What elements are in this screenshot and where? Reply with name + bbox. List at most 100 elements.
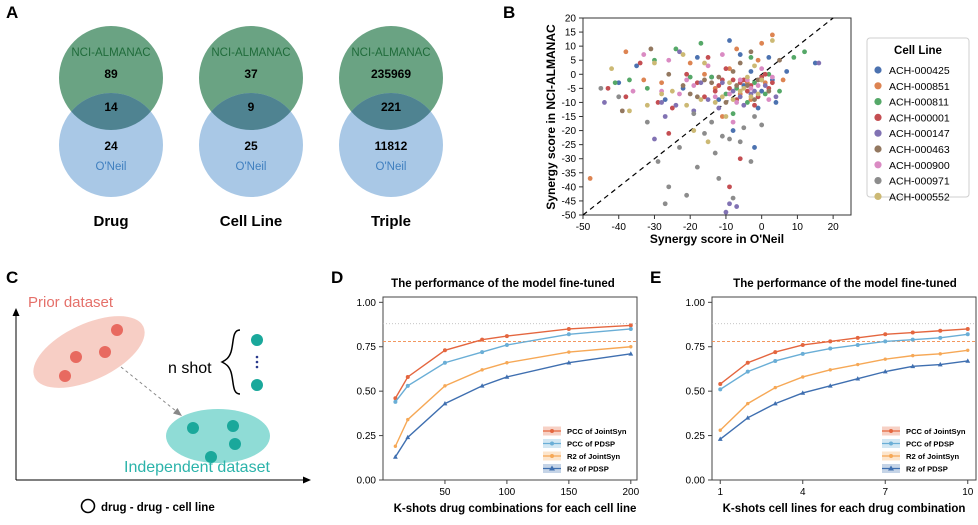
scatter-point <box>727 184 732 190</box>
scatter-point <box>605 85 611 91</box>
venn-top-only-count: 37 <box>244 67 258 81</box>
legend-marker <box>874 145 882 153</box>
venn-top-label: NCI-ALMANAC <box>71 47 150 59</box>
legend-marker <box>889 441 893 446</box>
x-tick-label: 4 <box>800 487 806 498</box>
x-tick-label: 10 <box>792 222 804 233</box>
scatter-point <box>716 97 722 103</box>
scatter-point <box>730 88 736 94</box>
scatter-point <box>748 94 754 100</box>
y-tick-label: 0.75 <box>686 342 706 353</box>
scatter-point <box>737 60 743 66</box>
scatter-point <box>694 55 700 60</box>
series-marker <box>911 353 915 358</box>
scatter-point <box>637 60 643 66</box>
legend-marker <box>550 454 554 458</box>
scatter-point <box>755 77 761 83</box>
legend-marker <box>874 113 882 121</box>
scatter-point <box>673 102 679 108</box>
scatter-point <box>769 38 775 43</box>
scatter-point <box>691 128 697 133</box>
legend-entry-label: ACH-000147 <box>889 128 950 140</box>
scatter-point <box>677 49 682 55</box>
y-tick-label: 0.25 <box>686 431 706 442</box>
scatter-point <box>752 88 757 94</box>
legend-marker <box>874 177 882 185</box>
scatter-point <box>702 130 707 136</box>
x-tick-label: 10 <box>962 487 974 498</box>
scatter-point <box>712 88 718 94</box>
scatter-point <box>727 136 732 142</box>
scatter-point <box>677 91 682 97</box>
scatter-y-axis-label: Synergy score in NCI-ALMANAC <box>544 24 558 210</box>
y-tick-label: 0.00 <box>357 476 377 487</box>
scatter-point <box>727 201 732 207</box>
series-marker <box>393 396 398 401</box>
legend-marker <box>874 192 882 200</box>
series-marker <box>406 417 410 422</box>
scatter-point <box>734 46 740 52</box>
scatter-point <box>744 83 750 88</box>
scatter-point <box>723 66 729 72</box>
schematic-y-arrowhead <box>12 308 20 316</box>
venn-bottom-label: O'Neil <box>236 161 267 173</box>
series-marker <box>405 374 410 379</box>
scatter-point <box>816 60 822 66</box>
scatter-point <box>702 77 707 83</box>
legend-entry-label: ACH-000463 <box>889 144 950 156</box>
y-tick-label: -5 <box>567 84 576 95</box>
venn-bottom-only-count: 24 <box>104 139 118 153</box>
scatter-point <box>759 88 765 94</box>
scatter-point <box>684 192 690 198</box>
legend-entry-label: ACH-000851 <box>889 81 950 93</box>
scatter-point <box>659 80 665 86</box>
scatter-point <box>719 52 725 57</box>
scatter-point <box>755 91 761 97</box>
scatter-point <box>812 60 818 66</box>
scatter-point <box>755 57 761 63</box>
x-tick-label: 0 <box>759 222 765 233</box>
venn-overlap-count: 14 <box>104 100 118 114</box>
scatter-point <box>623 94 629 100</box>
series-marker <box>910 330 915 335</box>
scatter-point <box>723 91 729 97</box>
scatter-point <box>641 52 647 57</box>
scatter-point <box>644 85 650 91</box>
y-tick-label: 0.50 <box>357 387 377 398</box>
venn-top-only-count: 235969 <box>371 67 411 81</box>
series-marker <box>855 376 861 381</box>
scatter-point <box>748 85 754 91</box>
scatter-point <box>641 77 647 83</box>
scatter-point <box>737 77 743 83</box>
panel-letter-d: D <box>331 268 343 287</box>
venn-overlap-region <box>59 93 163 130</box>
legend-marker <box>874 129 882 137</box>
y-tick-label: 0.50 <box>686 387 706 398</box>
scatter-point <box>666 57 672 63</box>
panel-a: NCI-ALMANAC 89 14 24 O'Neil Drug NCI-ALM… <box>59 26 443 230</box>
series-marker <box>965 358 971 363</box>
y-tick-label: 0.75 <box>357 342 377 353</box>
scatter-point <box>759 66 765 72</box>
scatter-point <box>759 40 765 46</box>
scatter-point <box>766 71 772 77</box>
scatter-point <box>755 83 761 88</box>
chart-e-ticks: 0.00 0.25 0.50 0.75 1.00 1 4 7 10 <box>686 298 976 498</box>
scatter-point <box>705 55 711 60</box>
scatter-point <box>780 77 786 83</box>
series-marker <box>745 415 751 420</box>
scatter-point <box>687 74 693 80</box>
scatter-point <box>759 77 765 83</box>
series-marker <box>480 337 485 342</box>
independent-data-point <box>205 451 217 463</box>
venn-bottom-only-count: 11812 <box>375 139 408 153</box>
series-line <box>719 328 968 385</box>
scatter-point <box>598 85 604 91</box>
y-tick-label: -35 <box>562 168 577 179</box>
x-tick-label: -50 <box>576 222 591 233</box>
legend-entry-label: PCC of JointSyn <box>906 427 966 436</box>
scatter-point <box>769 32 775 38</box>
scatter-point <box>723 100 729 105</box>
scatter-point <box>612 80 618 86</box>
series-marker <box>393 399 398 404</box>
